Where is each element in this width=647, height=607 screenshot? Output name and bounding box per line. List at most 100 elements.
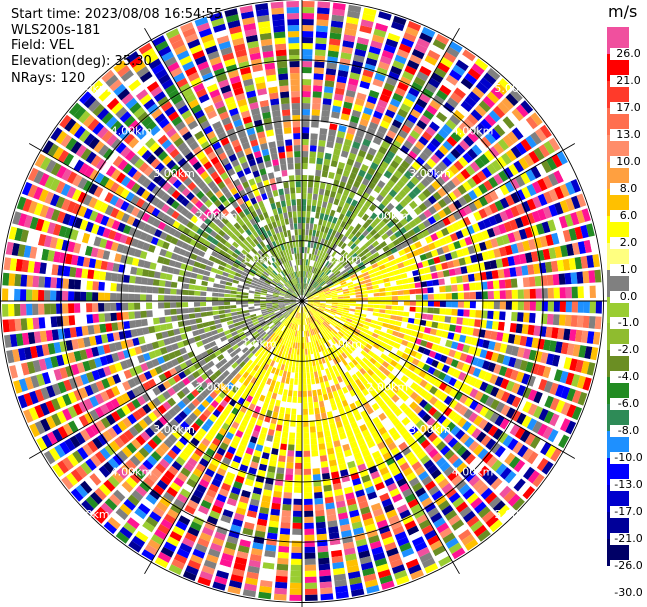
velocity-gate xyxy=(142,269,150,277)
velocity-gate xyxy=(78,129,91,143)
velocity-gate xyxy=(112,373,122,384)
velocity-gate xyxy=(362,337,370,343)
velocity-gate xyxy=(589,285,596,298)
velocity-gate xyxy=(306,293,312,298)
velocity-gate xyxy=(334,231,341,239)
velocity-gate xyxy=(232,241,239,249)
velocity-gate xyxy=(331,229,337,237)
velocity-gate xyxy=(195,510,207,521)
velocity-gate xyxy=(353,386,361,394)
velocity-gate xyxy=(338,64,350,72)
velocity-gate xyxy=(460,266,468,274)
velocity-gate xyxy=(297,414,302,421)
velocity-gate xyxy=(370,116,381,125)
velocity-gate xyxy=(2,272,10,286)
velocity-gate xyxy=(318,278,323,284)
velocity-gate xyxy=(69,327,77,338)
velocity-gate xyxy=(251,430,260,438)
velocity-gate xyxy=(68,215,78,227)
velocity-gate xyxy=(315,37,327,45)
velocity-gate xyxy=(332,365,338,372)
velocity-gate xyxy=(197,250,206,258)
velocity-gate xyxy=(477,220,487,231)
velocity-gate xyxy=(126,339,134,348)
velocity-gate xyxy=(251,455,261,464)
velocity-gate xyxy=(98,303,105,312)
velocity-gate xyxy=(112,263,120,272)
velocity-gate xyxy=(399,482,410,493)
velocity-gate xyxy=(526,418,538,431)
velocity-gate xyxy=(294,324,297,331)
velocity-gate xyxy=(403,140,414,150)
velocity-gate xyxy=(119,526,133,539)
velocity-gate xyxy=(322,164,330,172)
velocity-gate xyxy=(498,120,510,133)
velocity-gate xyxy=(515,371,525,383)
velocity-gate xyxy=(190,422,201,432)
velocity-gate xyxy=(230,377,238,385)
velocity-gate xyxy=(39,204,49,218)
velocity-gate xyxy=(234,416,243,424)
velocity-gate xyxy=(293,504,302,511)
velocity-gate xyxy=(88,99,101,113)
velocity-gate xyxy=(302,289,305,296)
velocity-gate xyxy=(278,337,283,344)
velocity-gate xyxy=(424,55,438,66)
velocity-gate xyxy=(26,230,35,244)
velocity-gate xyxy=(350,323,357,328)
velocity-gate xyxy=(254,308,261,311)
velocity-gate xyxy=(258,512,269,521)
velocity-gate xyxy=(302,187,307,194)
velocity-gate xyxy=(99,238,108,249)
velocity-gate xyxy=(309,157,316,164)
velocity-gate xyxy=(164,295,171,301)
velocity-gate xyxy=(129,102,142,114)
velocity-gate xyxy=(172,525,185,537)
velocity-gate xyxy=(190,494,202,505)
velocity-gate xyxy=(313,297,320,299)
velocity-gate xyxy=(341,359,348,366)
velocity-gate xyxy=(470,520,484,533)
velocity-gate xyxy=(247,323,254,329)
velocity-gate xyxy=(101,378,111,389)
velocity-gate xyxy=(354,285,361,290)
velocity-gate xyxy=(297,396,302,403)
velocity-gate xyxy=(212,287,219,293)
velocity-gate xyxy=(508,356,517,368)
velocity-gate xyxy=(352,265,359,271)
velocity-gate xyxy=(97,345,105,356)
velocity-gate xyxy=(287,308,293,313)
velocity-gate xyxy=(336,288,343,292)
velocity-gate xyxy=(129,154,140,166)
velocity-gate xyxy=(276,322,282,328)
velocity-gate xyxy=(331,291,338,295)
velocity-gate xyxy=(383,277,390,283)
velocity-gate xyxy=(38,172,50,187)
velocity-gate xyxy=(480,487,493,500)
velocity-gate xyxy=(325,304,332,307)
velocity-gate xyxy=(368,121,379,131)
velocity-gate xyxy=(308,317,312,324)
velocity-gate xyxy=(336,500,346,509)
velocity-gate xyxy=(362,69,374,78)
velocity-gate xyxy=(444,509,458,521)
velocity-gate xyxy=(582,270,590,284)
velocity-gate xyxy=(387,242,395,250)
velocity-gate xyxy=(256,387,263,395)
velocity-gate xyxy=(53,342,62,354)
velocity-gate xyxy=(343,541,355,550)
velocity-gate xyxy=(142,381,152,391)
velocity-gate xyxy=(331,403,338,411)
velocity-gate xyxy=(372,416,381,425)
velocity-gate xyxy=(371,546,384,556)
velocity-gate xyxy=(377,569,391,579)
velocity-gate xyxy=(327,520,338,528)
velocity-gate xyxy=(414,312,422,319)
velocity-gate xyxy=(315,515,326,523)
velocity-gate xyxy=(266,471,275,479)
velocity-gate xyxy=(149,125,161,136)
velocity-gate xyxy=(134,451,145,463)
velocity-gate xyxy=(392,385,401,394)
velocity-gate xyxy=(504,470,517,484)
velocity-gate xyxy=(354,532,366,542)
